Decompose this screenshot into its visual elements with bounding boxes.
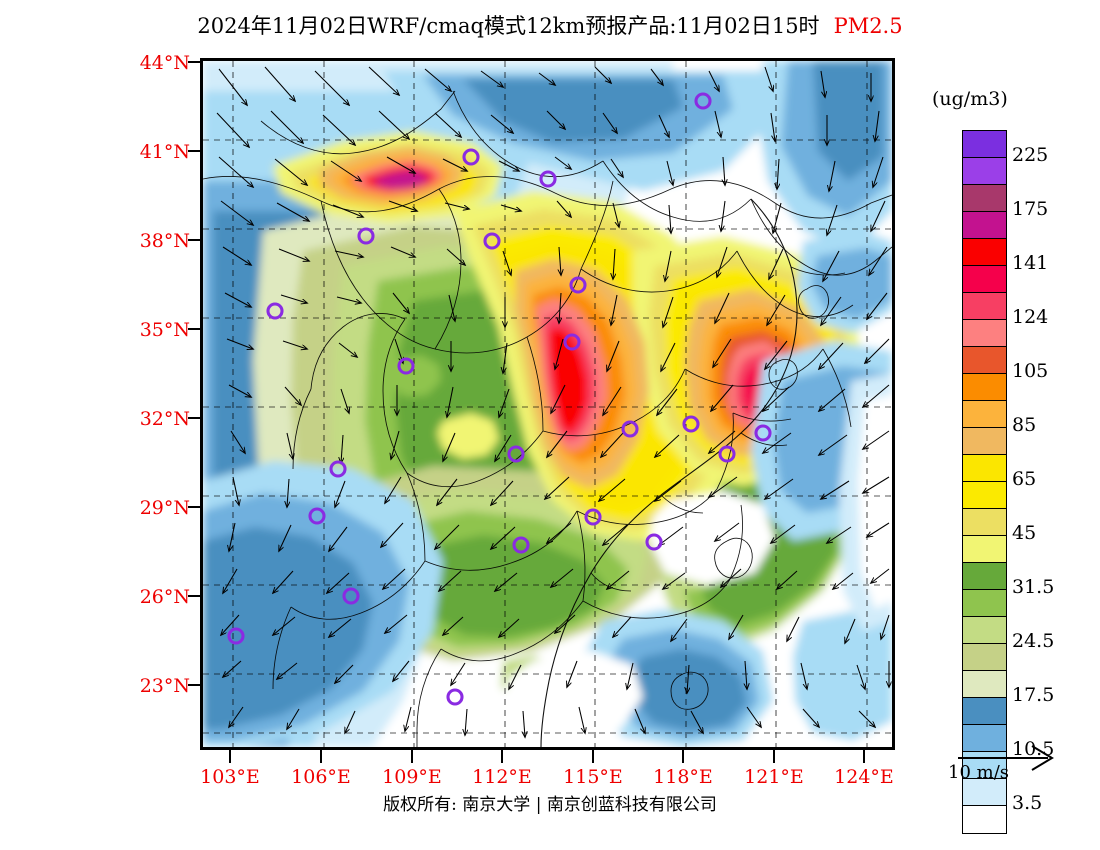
lon-tick-109 xyxy=(411,750,413,763)
colorbar-label: 3.5 xyxy=(1012,792,1043,814)
colorbar-cell xyxy=(963,401,1006,428)
lat-label-38: 38°N xyxy=(139,230,190,252)
colorbar-label: 17.5 xyxy=(1012,684,1055,706)
title-species-text: PM2.5 xyxy=(833,14,903,38)
lon-label-121: 121°E xyxy=(744,766,804,788)
colorbar-cell xyxy=(963,752,1006,779)
lon-label-118: 118°E xyxy=(653,766,713,788)
colorbar-label: 124 xyxy=(1012,306,1049,328)
lat-tick-29 xyxy=(188,506,201,508)
wind-vectors xyxy=(216,66,889,737)
colorbar-cell xyxy=(963,185,1006,212)
lat-tick-23 xyxy=(188,684,201,686)
lon-label-115: 115°E xyxy=(563,766,623,788)
colorbar-label: 10.5 xyxy=(1012,738,1055,760)
lon-label-103: 103°E xyxy=(200,766,260,788)
lon-tick-115 xyxy=(592,750,594,763)
lat-label-29: 29°N xyxy=(139,497,190,519)
colorbar-label: 225 xyxy=(1012,144,1049,166)
lon-tick-106 xyxy=(320,750,322,763)
colorbar-cell xyxy=(963,536,1006,563)
colorbar-label: 31.5 xyxy=(1012,576,1055,598)
colorbar-cell xyxy=(963,212,1006,239)
lat-tick-38 xyxy=(188,239,201,241)
lat-tick-41 xyxy=(188,150,201,152)
colorbar-cell xyxy=(963,455,1006,482)
lat-label-35: 35°N xyxy=(139,319,190,341)
colorbar-cell xyxy=(963,374,1006,401)
lon-tick-118 xyxy=(682,750,684,763)
lat-label-32: 32°N xyxy=(139,408,190,430)
lon-tick-124 xyxy=(863,750,865,763)
station-markers[interactable] xyxy=(227,92,772,706)
colorbar-cell xyxy=(963,509,1006,536)
colorbar-cell xyxy=(963,293,1006,320)
map-svg xyxy=(203,61,892,747)
colorbar[interactable] xyxy=(962,130,1007,834)
lon-label-106: 106°E xyxy=(291,766,351,788)
lon-label-109: 109°E xyxy=(382,766,442,788)
lat-label-26: 26°N xyxy=(139,586,190,608)
colorbar-cell xyxy=(963,266,1006,293)
lat-label-41: 41°N xyxy=(139,141,190,163)
colorbar-cell xyxy=(963,131,1006,158)
colorbar-label: 105 xyxy=(1012,360,1049,382)
colorbar-cell xyxy=(963,428,1006,455)
map-canvas[interactable] xyxy=(200,58,895,750)
wind-scale-label: 10 m/s xyxy=(948,762,1009,783)
colorbar-units: (ug/m3) xyxy=(932,88,1008,110)
lat-tick-26 xyxy=(188,595,201,597)
lat-tick-44 xyxy=(188,61,201,63)
colorbar-cell xyxy=(963,806,1006,833)
colorbar-cell xyxy=(963,239,1006,266)
colorbar-cell xyxy=(963,320,1006,347)
lon-tick-121 xyxy=(773,750,775,763)
colorbar-label: 175 xyxy=(1012,198,1049,220)
colorbar-cell xyxy=(963,644,1006,671)
title-main-text: 2024年11月02日WRF/cmaq模式12km预报产品:11月02日15时 xyxy=(197,14,820,38)
copyright-footer: 版权所有: 南京大学 | 南京创蓝科技有限公司 xyxy=(383,795,717,815)
lon-tick-112 xyxy=(501,750,503,763)
lat-label-44: 44°N xyxy=(139,52,190,74)
lon-label-112: 112°E xyxy=(472,766,532,788)
colorbar-label: 141 xyxy=(1012,252,1049,274)
colorbar-label: 65 xyxy=(1012,468,1037,490)
lon-tick-103 xyxy=(229,750,231,763)
colorbar-label: 85 xyxy=(1012,414,1037,436)
wind-scale-arrow xyxy=(958,745,1054,771)
colorbar-cell xyxy=(963,671,1006,698)
colorbar-cell xyxy=(963,779,1006,806)
colorbar-cell xyxy=(963,347,1006,374)
colorbar-label: 45 xyxy=(1012,522,1037,544)
colorbar-cell xyxy=(963,698,1006,725)
lat-tick-35 xyxy=(188,328,201,330)
colorbar-cell xyxy=(963,482,1006,509)
colorbar-label: 24.5 xyxy=(1012,630,1055,652)
concentration-field xyxy=(203,61,892,747)
lat-label-23: 23°N xyxy=(139,675,190,697)
page-title: 2024年11月02日WRF/cmaq模式12km预报产品:11月02日15时 P… xyxy=(0,10,1100,40)
colorbar-cell xyxy=(963,617,1006,644)
lon-label-124: 124°E xyxy=(834,766,894,788)
colorbar-cell xyxy=(963,725,1006,752)
lat-tick-32 xyxy=(188,417,201,419)
province-boundaries xyxy=(203,90,892,747)
colorbar-cell xyxy=(963,158,1006,185)
colorbar-cell xyxy=(963,563,1006,590)
colorbar-cell xyxy=(963,590,1006,617)
